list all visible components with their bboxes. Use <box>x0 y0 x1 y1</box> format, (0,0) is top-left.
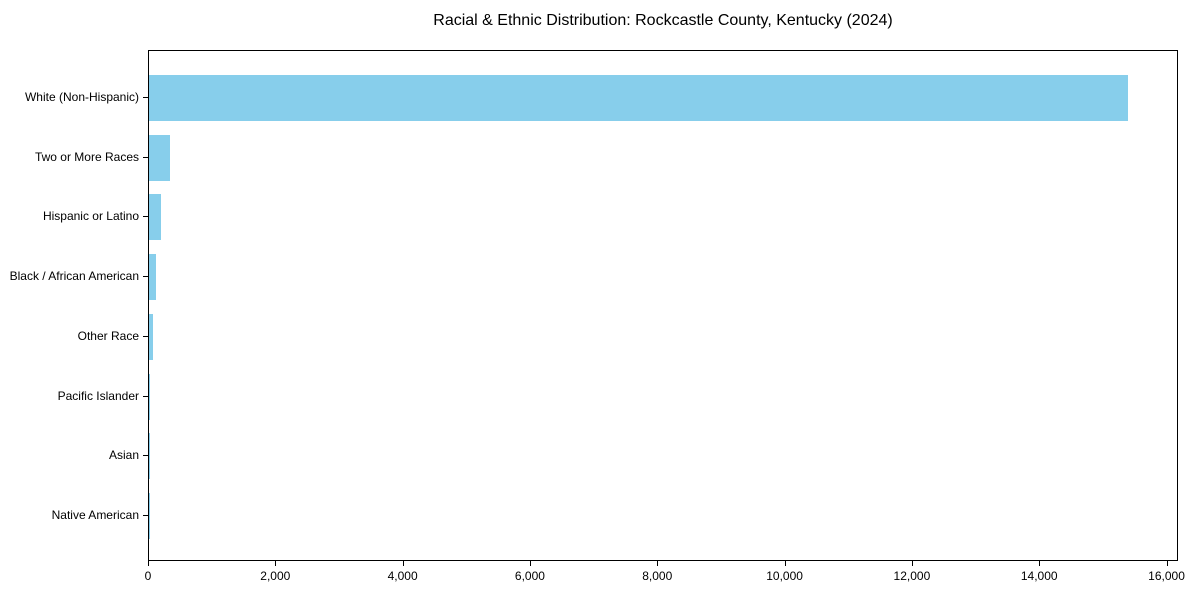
x-tick-label: 8,000 <box>642 569 673 583</box>
y-tick <box>143 97 148 98</box>
x-tick-label: 10,000 <box>766 569 803 583</box>
y-tick-label: Pacific Islander <box>57 388 139 403</box>
x-tick <box>1167 561 1168 566</box>
x-tick-label: 6,000 <box>514 569 545 583</box>
bar <box>149 254 156 301</box>
y-tick <box>143 157 148 158</box>
y-tick <box>143 336 148 337</box>
y-tick-label: Hispanic or Latino <box>42 209 139 224</box>
x-tick-label: 14,000 <box>1020 569 1058 583</box>
y-tick-label: Asian <box>108 448 139 463</box>
bar <box>149 373 150 420</box>
y-tick-label: Two or More Races <box>34 149 139 164</box>
bar <box>149 194 162 241</box>
y-tick <box>143 216 148 217</box>
bar <box>149 313 153 360</box>
x-tick <box>148 561 149 566</box>
y-tick-label: White (Non-Hispanic) <box>24 90 139 104</box>
x-tick-label: 0 <box>144 569 152 583</box>
plot-area <box>148 50 1178 561</box>
x-tick-label: 12,000 <box>893 569 931 583</box>
x-tick <box>1039 561 1040 566</box>
y-tick <box>143 396 148 397</box>
x-tick <box>275 561 276 566</box>
x-tick <box>912 561 913 566</box>
x-tick <box>403 561 404 566</box>
x-tick-label: 2,000 <box>260 569 291 583</box>
x-tick-label: 4,000 <box>387 569 418 583</box>
x-tick-label: 16,000 <box>1148 569 1185 583</box>
bar <box>149 75 1129 121</box>
x-tick <box>657 561 658 566</box>
y-tick <box>143 515 148 516</box>
y-tick-label: Native American <box>51 507 139 522</box>
y-tick <box>143 276 148 277</box>
x-tick <box>530 561 531 566</box>
y-tick-label: Other Race <box>77 328 139 343</box>
y-tick-label: Black / African American <box>9 269 139 284</box>
y-tick <box>143 455 148 456</box>
chart-title: Racial & Ethnic Distribution: Rockcastle… <box>433 12 893 29</box>
x-tick <box>785 561 786 566</box>
bar <box>149 134 171 181</box>
